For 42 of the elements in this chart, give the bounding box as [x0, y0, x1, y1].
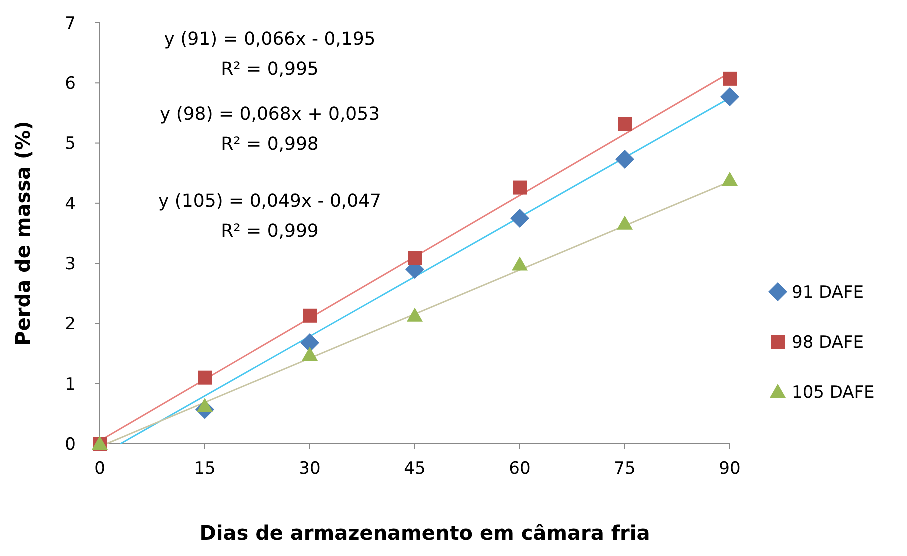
- annotation: y (91) = 0,066x - 0,195: [164, 29, 376, 50]
- x-axis-title: Dias de armazenamento em câmara fria: [200, 521, 650, 545]
- point: [510, 208, 530, 228]
- point: [300, 333, 320, 352]
- x-tick-label: 0: [94, 459, 106, 479]
- y-tick-label: 1: [65, 374, 76, 395]
- y-tick-label: 5: [65, 134, 76, 154]
- point: [512, 256, 528, 271]
- point: [722, 172, 738, 186]
- annotation: y (105) = 0,049x - 0,047: [158, 191, 382, 212]
- x-tick-label: 90: [719, 459, 741, 479]
- point: [302, 346, 318, 361]
- point: [616, 150, 634, 170]
- legend-label: 105 DAFE: [792, 382, 875, 403]
- point: [197, 398, 213, 412]
- x-tick-label: 60: [509, 459, 531, 479]
- legend-label: 98 DAFE: [792, 332, 864, 353]
- annotation: y (98) = 0,068x + 0,053: [160, 104, 380, 125]
- y-tick-label: 4: [65, 194, 76, 214]
- x-tick-label: 15: [194, 459, 216, 479]
- point: [723, 72, 737, 86]
- y-tick-label: 3: [65, 254, 76, 275]
- annotation: R² = 0,995: [221, 59, 319, 80]
- annotation: R² = 0,998: [221, 134, 319, 155]
- point: [618, 117, 632, 132]
- y-axis-title: Perda de massa (%): [11, 121, 35, 346]
- point: [720, 87, 740, 106]
- point: [617, 216, 633, 230]
- annotation: R² = 0,999: [221, 221, 319, 242]
- point: [408, 251, 422, 266]
- y-tick-label: 2: [65, 314, 76, 335]
- x-tick-label: 75: [614, 459, 636, 479]
- point: [407, 308, 423, 322]
- x-tick-label: 45: [404, 459, 426, 479]
- legend-label: 91 DAFE: [792, 282, 864, 303]
- point: [198, 370, 212, 385]
- x-tick-label: 30: [299, 459, 321, 479]
- point: [513, 180, 527, 195]
- y-tick-label: 6: [65, 74, 76, 94]
- y-tick-label: 7: [65, 14, 76, 34]
- point: [303, 308, 317, 323]
- y-tick-label: 0: [65, 434, 76, 455]
